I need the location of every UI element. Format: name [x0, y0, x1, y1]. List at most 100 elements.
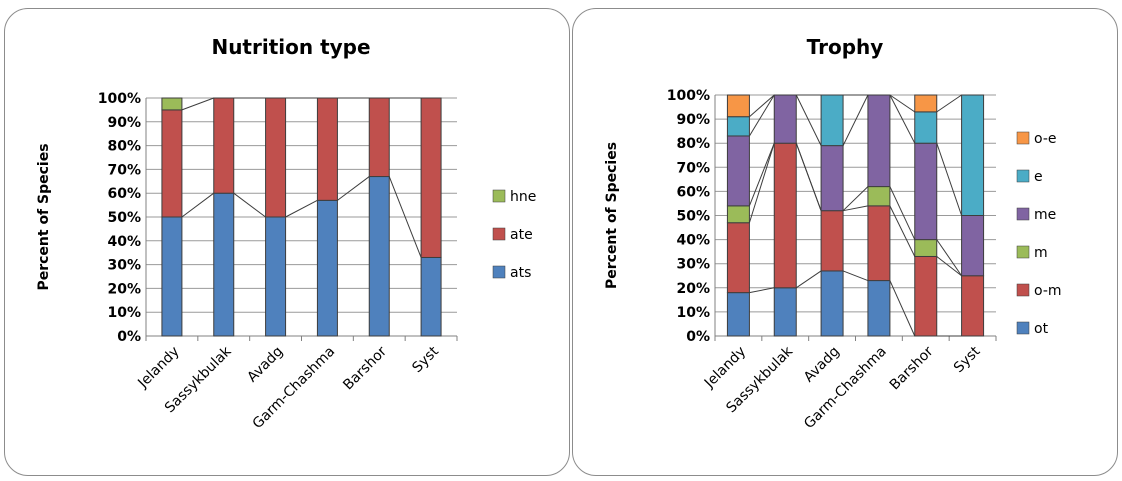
bar-segment-ate-barshor: [368, 97, 390, 178]
bar-segment-me-barshor: [914, 142, 938, 241]
legend-label-o-m: o-m: [1034, 283, 1062, 299]
bar-segment-ot-jelandy: [726, 292, 750, 337]
bar-segment-ate-syst: [420, 97, 442, 258]
bar-segment-me-jelandy: [726, 135, 750, 207]
bar-segment-o-m-barshor: [914, 255, 938, 337]
legend-label-hne: hne: [510, 189, 536, 205]
bar-segment-me-syst: [961, 215, 985, 277]
bar-segment-me-avadg: [820, 145, 844, 212]
series-line-o-m: [748, 143, 775, 223]
bar-segment-e-jelandy: [726, 116, 750, 137]
y-tick-label: 50%: [676, 209, 710, 225]
series-line-ot: [795, 270, 822, 289]
y-tick-label: 20%: [107, 281, 141, 297]
bar-segment-o-m-avadg: [820, 210, 844, 272]
series-line-o-m: [936, 256, 962, 277]
x-tick-label-jelandy: Jelandy: [701, 344, 749, 392]
bar-segment-ats-barshor: [368, 176, 390, 337]
y-tick-label: 100%: [98, 91, 141, 107]
series-line-ot: [749, 287, 775, 294]
series-line-me: [795, 94, 822, 146]
series-line-m: [936, 239, 962, 277]
series-line-ot: [842, 270, 869, 282]
series-line-ats: [285, 199, 318, 218]
bar-segment-m-jelandy: [726, 205, 750, 224]
y-tick-label: 90%: [676, 112, 710, 128]
series-line-me: [889, 94, 916, 144]
series-line-m: [889, 186, 916, 240]
y-tick-label: 40%: [676, 233, 710, 249]
series-line-ot: [889, 280, 916, 337]
x-tick-label-jelandy: Jelandy: [134, 344, 182, 392]
legend-swatch-me: [1016, 207, 1030, 221]
bar-segment-ot-garm-chashma: [867, 280, 891, 337]
x-tick-label-syst: Syst: [951, 343, 984, 376]
bar-segment-o-e-barshor: [914, 94, 938, 113]
y-tick-label: 60%: [107, 186, 141, 202]
y-tick-label: 70%: [107, 162, 141, 178]
series-line-me: [748, 94, 775, 137]
y-tick-label: 10%: [107, 305, 141, 321]
bar-segment-ats-sassykbulak: [213, 192, 235, 337]
bar-segment-o-e-jelandy: [726, 94, 750, 118]
bar-segment-e-barshor: [914, 111, 938, 144]
legend-label-ats: ats: [510, 265, 531, 281]
series-line-m: [842, 186, 869, 212]
bar-segment-ate-avadg: [265, 97, 287, 218]
legend-swatch-hne: [492, 189, 506, 203]
bar-segment-ats-syst: [420, 256, 442, 337]
series-line-e: [749, 94, 775, 118]
y-axis-label: Percent of Species: [36, 143, 52, 290]
bar-segment-ats-jelandy: [161, 216, 183, 337]
y-tick-label: 30%: [107, 258, 141, 274]
trophy-chart: Trophy Percent of Species 0% 10% 20% 30% 40% 50…: [604, 35, 1062, 433]
x-tick-label-garm-chashma: Garm-Chashma: [801, 344, 890, 433]
x-tick-label-barshor: Barshor: [340, 343, 390, 393]
legend-swatch-m: [1016, 245, 1030, 259]
series-line-ats: [233, 192, 266, 218]
y-tick-label: 0%: [686, 329, 710, 345]
series-line-m: [748, 143, 775, 207]
y-tick-label: 0%: [117, 329, 141, 345]
bar-segment-ats-garm-chashma: [316, 199, 338, 337]
x-tick-label-barshor: Barshor: [887, 343, 937, 393]
legend-label-ate: ate: [510, 227, 533, 243]
bar-segment-ot-avadg: [820, 270, 844, 337]
bar-segment-o-m-syst: [961, 275, 985, 337]
series-line-o-m: [842, 205, 869, 212]
bar-segment-o-m-sassykbulak: [773, 142, 797, 289]
bar-segment-ate-sassykbulak: [213, 97, 235, 194]
legend-label-ot: ot: [1034, 321, 1049, 337]
legend-swatch-e: [1016, 169, 1030, 183]
y-tick-label: 100%: [667, 88, 710, 104]
series-line-ats: [181, 192, 215, 218]
x-tick-label-avadg: Avadg: [244, 344, 286, 386]
legend-swatch-ot: [1016, 321, 1030, 335]
series-line-me: [842, 94, 869, 146]
series-line-m: [795, 143, 822, 211]
legend-swatch-ate: [492, 227, 506, 241]
series-line-e: [889, 94, 916, 113]
legend-label-e: e: [1034, 169, 1043, 185]
nutrition-type-chart: Nutrition type Percent of Species 0% 10% 20%…: [36, 35, 536, 432]
y-tick-label: 30%: [676, 257, 710, 273]
chart-title: Trophy: [807, 35, 884, 59]
y-tick-label: 10%: [676, 305, 710, 321]
x-tick-label-syst: Syst: [409, 343, 442, 376]
bar-segment-me-sassykbulak: [773, 94, 797, 144]
y-tick-label: 80%: [676, 136, 710, 152]
y-tick-label: 50%: [107, 210, 141, 226]
x-tick-label-avadg: Avadg: [801, 344, 843, 386]
bar-segment-e-avadg: [820, 94, 844, 147]
bar-segment-e-syst: [961, 94, 985, 216]
y-tick-label: 70%: [676, 160, 710, 176]
bar-segment-ot-sassykbulak: [773, 287, 797, 337]
y-axis-label: Percent of Species: [604, 142, 620, 289]
legend-label-me: me: [1034, 207, 1056, 223]
bar-segment-hne-jelandy: [161, 97, 183, 111]
bar-segment-ate-jelandy: [161, 109, 183, 218]
bar-segment-m-barshor: [914, 239, 938, 257]
y-tick-label: 60%: [676, 184, 710, 200]
legend-label-o-e: o-e: [1034, 131, 1057, 147]
bar-segment-ats-avadg: [265, 216, 287, 337]
